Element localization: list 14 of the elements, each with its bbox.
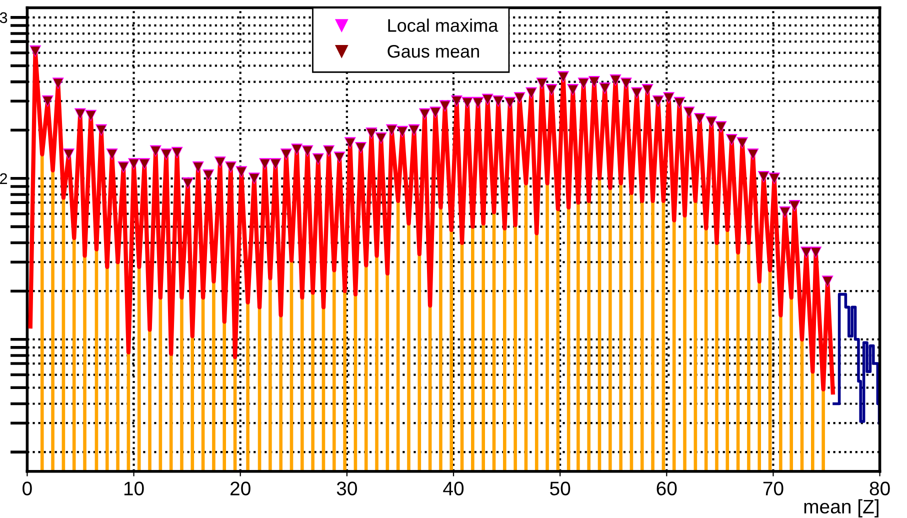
- x-tick-label: 70: [763, 482, 784, 496]
- x-tick-label: 10: [124, 482, 144, 496]
- legend-label: Gaus mean: [388, 44, 479, 58]
- legend-label: Local maxima: [388, 18, 498, 32]
- x-tick-label: 80: [870, 482, 890, 496]
- x-tick-label: 0: [22, 482, 32, 496]
- x-axis-title: mean [Z]: [804, 499, 878, 518]
- x-tick-label: 30: [336, 482, 357, 496]
- y-tick-label: 2: [0, 173, 7, 184]
- x-tick-label: 20: [230, 482, 250, 496]
- x-tick-label: 40: [443, 482, 464, 496]
- x-tick-label: 60: [656, 482, 677, 496]
- x-tick-label: 50: [550, 482, 570, 496]
- y-tick-label: 3: [0, 12, 8, 24]
